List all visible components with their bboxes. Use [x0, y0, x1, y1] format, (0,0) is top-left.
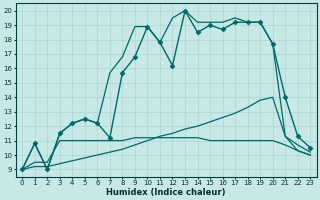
X-axis label: Humidex (Indice chaleur): Humidex (Indice chaleur)	[107, 188, 226, 197]
